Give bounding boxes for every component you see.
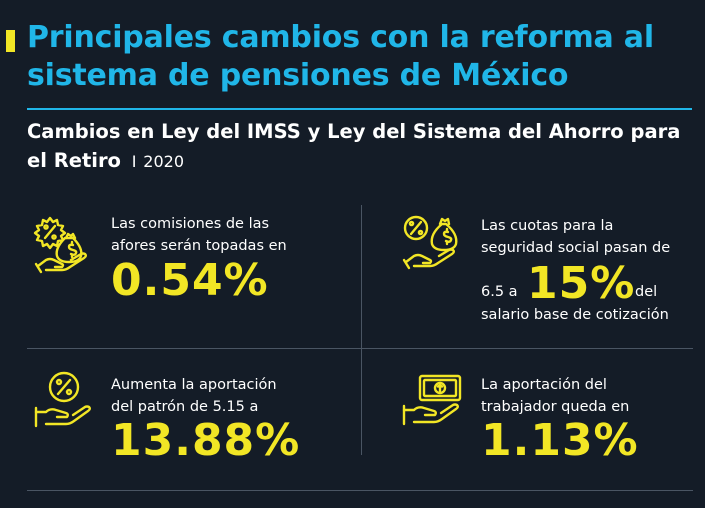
card-employer-value: 13.88% (111, 415, 301, 466)
banknote-hand-icon (402, 374, 462, 426)
card-social-security-suffix: del (635, 284, 658, 300)
title-underline (27, 108, 692, 110)
grid-divider-vertical (361, 205, 362, 455)
card-commissions-line2: afores serán topadas en (111, 238, 287, 254)
subtitle-text: Cambios en Ley del IMSS y Ley del Sistem… (27, 120, 681, 172)
percent-coin-hand-icon (34, 371, 91, 428)
percent-money-bag-hand-icon (33, 216, 87, 274)
card-social-security-prefix: 6.5 a (481, 284, 518, 300)
percent-money-bag-hand-icon (402, 215, 458, 270)
grid-divider-horizontal (27, 348, 693, 349)
card-social-security-line4: salario base de cotización (481, 307, 669, 323)
grid-divider-bottom (27, 490, 693, 491)
card-commissions-value: 0.54% (111, 255, 269, 306)
card-worker-line1: La aportación del (481, 377, 607, 393)
card-commissions-text: Las comisiones de las afores serán topad… (111, 213, 287, 257)
card-worker-text: La aportación del trabajador queda en (481, 374, 629, 418)
card-social-security-value: 15% (527, 258, 636, 309)
title-accent-bar (6, 30, 15, 52)
card-social-security-line2: seguridad social pasan de (481, 240, 671, 256)
card-social-security-line1: Las cuotas para la (481, 218, 614, 234)
page-title: Principales cambios con la reforma al si… (27, 20, 654, 93)
card-employer-line1: Aumenta la aportación (111, 377, 277, 393)
card-social-security-text: Las cuotas para la seguridad social pasa… (481, 215, 670, 259)
card-worker-line2: trabajador queda en (481, 399, 630, 415)
subtitle: Cambios en Ley del IMSS y Ley del Sistem… (27, 117, 697, 176)
card-employer-text: Aumenta la aportación del patrón de 5.15… (111, 374, 277, 418)
card-employer-line2: del patrón de 5.15 a (111, 399, 259, 415)
card-worker-value: 1.13% (481, 415, 639, 466)
subtitle-year: 2020 (143, 152, 184, 171)
card-commissions-line1: Las comisiones de las (111, 216, 270, 232)
subtitle-separator: I (131, 152, 137, 171)
